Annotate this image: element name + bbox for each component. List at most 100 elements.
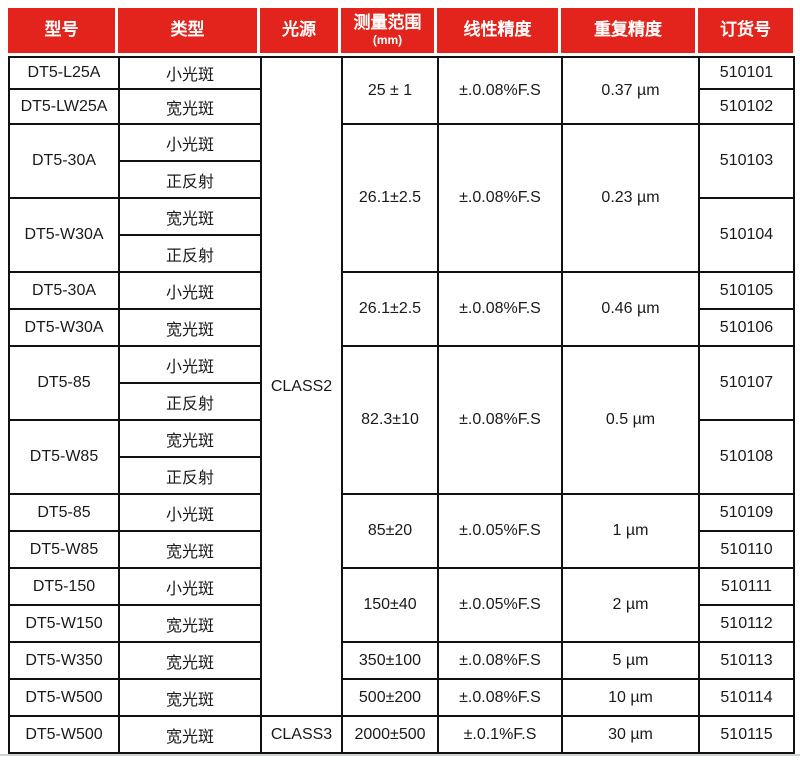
cell-range: 350±100: [341, 641, 439, 680]
cell-range: 2000±500: [341, 715, 439, 754]
table-row: DT5-W350 宽光斑 350±100 ±.0.08%F.S 5 µm 510…: [8, 641, 795, 680]
cell-type: 正反射: [118, 234, 262, 273]
cell-range: 85±20: [341, 493, 439, 569]
cell-range: 150±40: [341, 567, 439, 643]
column-header-light-source-label: 光源: [282, 20, 316, 40]
cell-range: 26.1±2.5: [341, 123, 439, 273]
table-row: DT5-LW25A 宽光斑 510102: [8, 88, 795, 125]
table-row: 正反射: [9, 456, 794, 495]
cell-order-number: 510105: [698, 271, 795, 310]
table-row: 正反射: [9, 160, 794, 199]
table-row: 正反射: [9, 234, 794, 273]
cell-model: DT5-85: [8, 493, 120, 532]
cell-order-number: 510106: [698, 308, 795, 347]
column-header-linearity: 线性精度: [437, 8, 561, 53]
cell-repeatability: 10 µm: [561, 678, 700, 717]
cell-range: 25 ± 1: [341, 56, 439, 125]
cell-repeatability: 2 µm: [561, 567, 700, 643]
column-header-repeatability: 重复精度: [561, 8, 698, 53]
cell-order-number: 510115: [698, 715, 795, 754]
cell-linearity: ±.0.08%F.S: [437, 345, 563, 495]
cell-model: DT5-W350: [8, 641, 120, 680]
cell-model: DT5-L25A: [8, 56, 120, 90]
column-header-repeatability-label: 重复精度: [594, 20, 662, 40]
cell-type: 正反射: [118, 160, 262, 199]
cell-type: 宽光斑: [118, 88, 262, 125]
cell-model: DT5-30A: [8, 123, 120, 199]
cell-linearity: ±.0.08%F.S: [437, 123, 563, 273]
cell-model: DT5-W85: [8, 419, 120, 495]
cell-type: 小光斑: [118, 271, 262, 310]
table-row: DT5-30A 小光斑 26.1±2.5 ±.0.08%F.S 0.23 µm …: [8, 123, 795, 273]
cell-type: 正反射: [118, 382, 262, 421]
column-header-order-number: 订货号: [698, 8, 793, 53]
cell-repeatability: 0.23 µm: [561, 123, 700, 273]
cell-order-number: 510111: [698, 567, 795, 606]
cell-range: 26.1±2.5: [341, 271, 439, 347]
cell-type: 宽光斑: [118, 530, 262, 569]
cell-light-source: CLASS3: [260, 715, 343, 754]
spec-sheet-page: 型号 类型 光源 测量范围 (mm) 线性精度 重复精度 订货号 DT5-L25…: [8, 8, 795, 754]
cell-type: 宽光斑: [118, 604, 262, 643]
cell-repeatability: 30 µm: [561, 715, 700, 754]
spec-table: DT5-L25A 小光斑 CLASS2 25 ± 1 ±.0.08%F.S 0.…: [8, 56, 795, 754]
column-header-model-label: 型号: [44, 20, 79, 40]
column-header-measure-range: 测量范围 (mm): [341, 8, 437, 53]
cell-linearity: ±.0.05%F.S: [437, 567, 563, 643]
cell-linearity: ±.0.08%F.S: [437, 641, 563, 680]
cell-type: 小光斑: [118, 345, 262, 384]
column-header-light-source: 光源: [260, 8, 341, 53]
cell-linearity: ±.0.08%F.S: [437, 678, 563, 717]
cell-type: 宽光斑: [118, 308, 262, 347]
table-row: DT5-30A 小光斑 26.1±2.5 ±.0.08%F.S 0.46 µm …: [8, 271, 795, 347]
cell-repeatability: 0.5 µm: [561, 345, 700, 495]
cell-type: 宽光斑: [118, 419, 262, 458]
table-row: DT5-W30A 宽光斑 510106: [8, 308, 795, 347]
cell-light-source: CLASS2: [260, 56, 343, 717]
table-row: DT5-W85 宽光斑 510108: [8, 419, 795, 495]
cell-order-number: 510103: [698, 123, 795, 199]
cell-linearity: ±.0.08%F.S: [437, 271, 563, 347]
cell-linearity: ±.0.1%F.S: [437, 715, 563, 754]
cell-model: DT5-W85: [8, 530, 120, 569]
cell-order-number: 510104: [698, 197, 795, 273]
cell-model: DT5-150: [8, 567, 120, 606]
cell-order-number: 510109: [698, 493, 795, 532]
cell-repeatability: 0.37 µm: [561, 56, 700, 125]
table-row: 正反射: [9, 382, 794, 421]
cell-order-number: 510101: [698, 56, 795, 90]
measure-range-label: 测量范围: [353, 13, 422, 33]
table-row: DT5-W30A 宽光斑 510104: [8, 197, 795, 273]
table-row: DT5-W85 宽光斑 510110: [8, 530, 795, 569]
cell-type: 正反射: [118, 456, 262, 495]
cell-model: DT5-W500: [8, 715, 120, 754]
table-row: DT5-W500 宽光斑 CLASS3 2000±500 ±.0.1%F.S 3…: [8, 715, 795, 754]
cell-repeatability: 0.46 µm: [561, 271, 700, 347]
cell-order-number: 510110: [698, 530, 795, 569]
cell-type: 小光斑: [118, 123, 262, 162]
table-row: DT5-85 小光斑 82.3±10 ±.0.08%F.S 0.5 µm 510…: [8, 345, 795, 495]
cell-model: DT5-W500: [8, 678, 120, 717]
cell-type: 小光斑: [118, 56, 262, 90]
cell-type: 宽光斑: [118, 715, 262, 754]
cell-order-number: 510114: [698, 678, 795, 717]
column-header-order-number-label: 订货号: [720, 20, 771, 40]
table-row: DT5-L25A 小光斑 CLASS2 25 ± 1 ±.0.08%F.S 0.…: [8, 56, 795, 717]
cell-model: DT5-30A: [8, 271, 120, 310]
cell-range: 82.3±10: [341, 345, 439, 495]
cell-order-number: 510108: [698, 419, 795, 495]
cell-model: DT5-W30A: [8, 197, 120, 273]
cell-order-number: 510113: [698, 641, 795, 680]
column-header-type: 类型: [118, 8, 260, 53]
cell-type: 小光斑: [118, 567, 262, 606]
cell-order-number: 510112: [698, 604, 795, 643]
column-header-model: 型号: [8, 8, 118, 53]
column-header-type-label: 类型: [170, 20, 205, 40]
table-row: DT5-W500 宽光斑 500±200 ±.0.08%F.S 10 µm 51…: [8, 678, 795, 717]
cell-type: 小光斑: [118, 493, 262, 532]
cell-repeatability: 5 µm: [561, 641, 700, 680]
cell-order-number: 510102: [698, 88, 795, 125]
cell-range: 500±200: [341, 678, 439, 717]
measure-range-unit: (mm): [372, 32, 403, 47]
cell-model: DT5-LW25A: [8, 88, 120, 125]
